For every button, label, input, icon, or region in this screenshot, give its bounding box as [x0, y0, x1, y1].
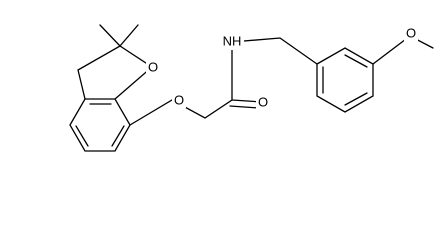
- bonds: [69, 24, 434, 152]
- chain-bonds: [129, 49, 233, 126]
- label-bg: [146, 60, 160, 75]
- phenyl-ring: [316, 47, 374, 113]
- methyl-bonds: [99, 24, 139, 47]
- label-bg: [222, 35, 244, 50]
- atom-label: O: [258, 94, 268, 109]
- label-bg: [172, 93, 186, 108]
- phenyl-inner-bonds: [322, 54, 368, 106]
- label-bg: [404, 27, 418, 42]
- methoxy-bonds: [372, 35, 434, 65]
- atom-label: NH: [223, 33, 242, 48]
- furan-ring: [77, 45, 154, 100]
- atom-label: O: [174, 92, 184, 107]
- aromatic-inner-bonds: [75, 103, 125, 147]
- atom-label: O: [406, 25, 416, 40]
- structure: O O NH O O: [69, 24, 434, 152]
- benzyl-bonds: [231, 37, 318, 65]
- page: O O NH O O (() => { const data = JSON.pa…: [69, 24, 434, 152]
- atom-labels: O O NH O O: [146, 25, 418, 111]
- benzene-ring: [69, 98, 131, 152]
- label-bg: [256, 96, 270, 111]
- atom-label: O: [148, 59, 158, 74]
